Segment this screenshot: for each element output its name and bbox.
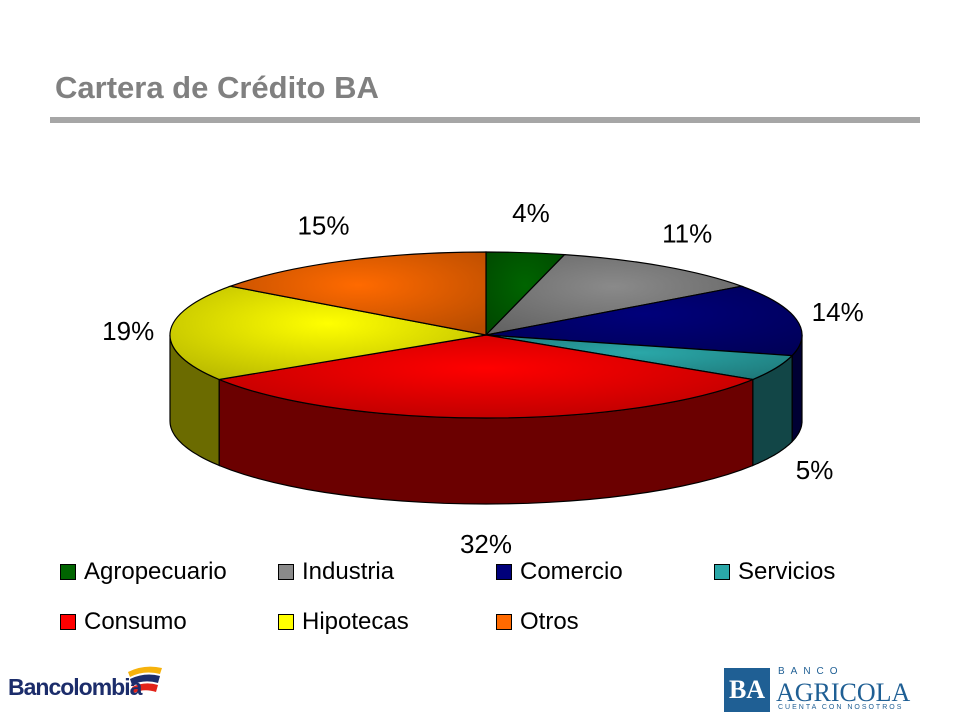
legend-label: Servicios: [738, 558, 836, 585]
legend-item-hipotecas: Hipotecas: [278, 608, 409, 636]
agricola-name: AGRICOLA: [776, 678, 911, 707]
agricola-banco-word: BANCO: [778, 666, 844, 677]
legend-label: Agropecuario: [84, 558, 227, 585]
legend-swatch: [496, 614, 512, 630]
legend-item-agropecuario: Agropecuario: [60, 558, 227, 586]
legend-item-consumo: Consumo: [60, 608, 187, 636]
legend-swatch: [714, 564, 730, 580]
agricola-mark: BA: [724, 668, 770, 712]
pie-slice-industria: [484, 253, 744, 336]
legend-item-comercio: Comercio: [496, 558, 623, 586]
banco-agricola-logo: BA BANCO AGRICOLA CUENTA CON NOSOTROS: [724, 664, 924, 718]
legend-swatch: [278, 614, 294, 630]
bancolombia-logo: Bancolombia: [8, 658, 178, 708]
legend-label: Comercio: [520, 558, 623, 585]
title-underline: [50, 117, 920, 123]
data-label-otros: 15%: [297, 210, 349, 240]
pie-slice-otros: [228, 251, 487, 336]
legend-item-servicios: Servicios: [714, 558, 835, 586]
legend-label: Otros: [520, 608, 579, 635]
legend-item-otros: Otros: [496, 608, 579, 636]
chart-legend: Agropecuario Industria Comercio Servicios Co…: [60, 558, 920, 648]
bancolombia-flag-icon: [128, 666, 162, 693]
legend-swatch: [60, 564, 76, 580]
agricola-tagline: CUENTA CON NOSOTROS: [778, 704, 904, 711]
pie-slice-hipotecas: [169, 285, 487, 381]
legend-swatch: [60, 614, 76, 630]
data-label-industria: 11%: [662, 218, 712, 248]
legend-label: Industria: [302, 558, 395, 585]
pie-slice-comercio: [485, 285, 803, 357]
data-label-hipotecas: 19%: [102, 316, 154, 346]
data-label-agropecuario: 4%: [512, 198, 550, 228]
legend-label: Consumo: [84, 608, 187, 635]
legend-swatch: [278, 564, 294, 580]
data-label-comercio: 14%: [812, 297, 864, 327]
bancolombia-wordmark: Bancolombia: [8, 674, 142, 700]
legend-item-industria: Industria: [278, 558, 394, 586]
pie-slice-consumo: [217, 334, 755, 419]
legend-label: Hipotecas: [302, 608, 409, 635]
data-label-servicios: 5%: [796, 455, 834, 485]
data-label-consumo: 32%: [460, 529, 512, 559]
legend-swatch: [496, 564, 512, 580]
page-title: Cartera de Crédito BA: [55, 70, 379, 105]
